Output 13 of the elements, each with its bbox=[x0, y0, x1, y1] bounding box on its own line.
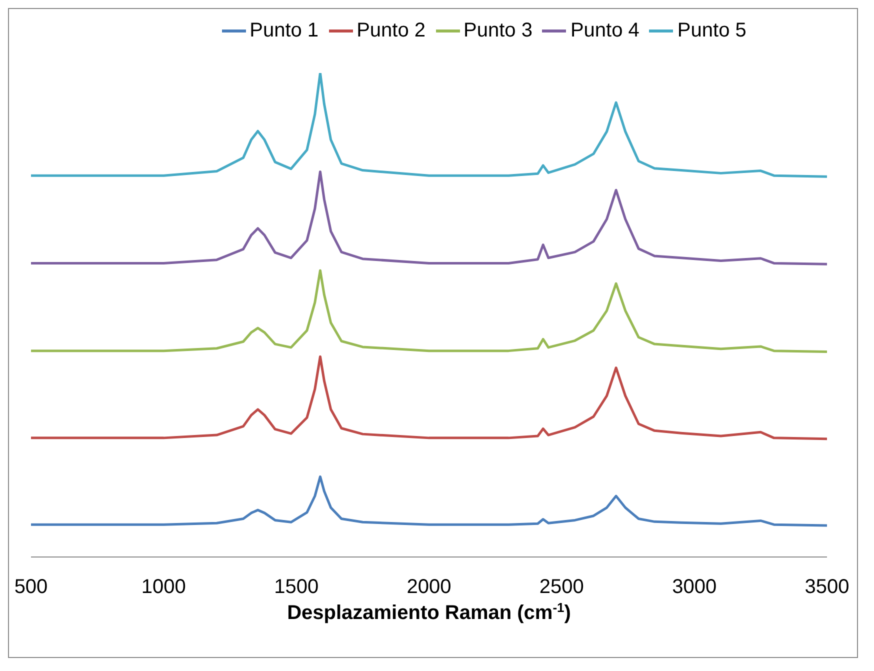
legend-label: Punto 5 bbox=[677, 19, 746, 42]
x-tick-label: 2500 bbox=[539, 576, 584, 598]
legend-label: Punto 1 bbox=[250, 19, 319, 42]
legend-label: Punto 2 bbox=[356, 19, 426, 42]
x-axis-title: Desplazamiento Raman (cm$^{-1}$) bbox=[287, 600, 571, 624]
legend-label: Punto 4 bbox=[570, 19, 640, 42]
x-tick-label: 3500 bbox=[804, 576, 850, 598]
x-tick-label: 1500 bbox=[274, 576, 319, 598]
x-tick-label: 500 bbox=[14, 576, 48, 598]
x-tick-label: 2000 bbox=[406, 576, 452, 598]
x-tick-label: 1000 bbox=[141, 576, 186, 598]
legend-label: Punto 3 bbox=[464, 19, 532, 42]
x-tick-label: 3000 bbox=[672, 576, 717, 598]
